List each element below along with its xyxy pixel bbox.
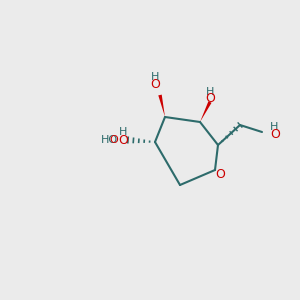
Text: H: H bbox=[119, 127, 127, 137]
Text: O: O bbox=[270, 128, 280, 142]
Text: H: H bbox=[206, 87, 214, 97]
Text: H: H bbox=[270, 122, 278, 132]
Polygon shape bbox=[158, 94, 165, 117]
Text: O: O bbox=[150, 79, 160, 92]
Polygon shape bbox=[200, 101, 212, 122]
Text: HO: HO bbox=[101, 135, 118, 145]
Text: H: H bbox=[151, 72, 159, 82]
Text: O: O bbox=[109, 135, 118, 145]
Text: O: O bbox=[118, 134, 128, 146]
Text: O: O bbox=[215, 169, 225, 182]
Text: O: O bbox=[205, 92, 215, 106]
